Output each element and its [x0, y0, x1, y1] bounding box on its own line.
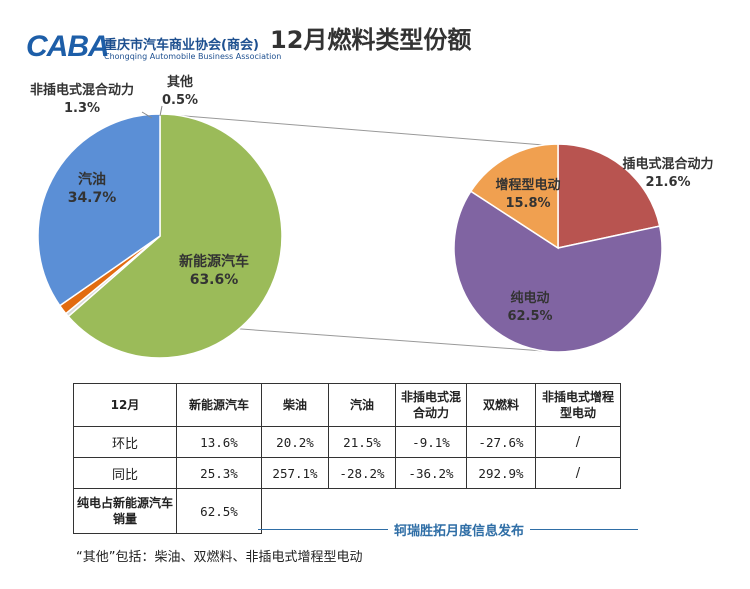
- connector-line-top: [159, 113, 544, 146]
- page-title: 12月燃料类型份额: [270, 26, 472, 54]
- label-erev: 增程型电动: [495, 177, 560, 193]
- publisher-banner: 轲瑞胜拓月度信息发布: [258, 520, 638, 540]
- pie-of-pie-chart: 新能源汽车 63.6% 汽油 34.7% 非插电式混合动力 1.3% 其他 0.5% 插电式混合…: [30, 74, 714, 359]
- breakdown-pie: [453, 143, 663, 353]
- value-non-plugin-hybrid: 1.3%: [64, 101, 100, 116]
- table-header-cell: 非插电式增程型电动: [535, 383, 621, 427]
- label-bev: 纯电动: [510, 290, 549, 306]
- table-cell: 20.2%: [261, 426, 329, 458]
- logo-mark: CABA: [26, 30, 110, 63]
- table-row: 同比 25.3% 257.1% -28.2% -36.2% 292.9% /: [73, 457, 621, 489]
- table-header-cell: 双燃料: [466, 383, 536, 427]
- main-pie-slice-3: [37, 113, 161, 307]
- label-gasoline: 汽油: [78, 171, 106, 188]
- table-header-cell: 非插电式混合动力: [395, 383, 467, 427]
- table-header-cell: 汽油: [328, 383, 396, 427]
- value-nev: 63.6%: [190, 272, 239, 288]
- pie-labels: 新能源汽车 63.6% 汽油 34.7% 非插电式混合动力 1.3% 其他 0.5% 插电式混合…: [30, 74, 714, 324]
- value-other: 0.5%: [162, 93, 198, 108]
- table-cell: -36.2%: [395, 457, 467, 489]
- table-cell: 25.3%: [176, 457, 262, 489]
- main-pie: [37, 113, 283, 359]
- table-cell: -9.1%: [395, 426, 467, 458]
- label-non-plugin-hybrid: 非插电式混合动力: [30, 82, 134, 98]
- table-cell: 同比: [73, 457, 177, 489]
- table-cell: /: [535, 426, 621, 458]
- table-cell: 292.9%: [466, 457, 536, 489]
- label-other: 其他: [167, 74, 193, 90]
- leader-line-non-plugin-hybrid: [141, 111, 153, 119]
- table-cell: 257.1%: [261, 457, 329, 489]
- table-cell: /: [535, 457, 621, 489]
- main-pie-slice-0: [67, 113, 283, 359]
- table-header-cell: 柴油: [261, 383, 329, 427]
- table-cell: 13.6%: [176, 426, 262, 458]
- table-header-row: 12月 新能源汽车 柴油 汽油 非插电式混合动力 双燃料 非插电式增程型电动: [73, 383, 621, 427]
- table-row: 纯电占新能源汽车销量 62.5%: [73, 488, 621, 534]
- share-value-cell: 62.5%: [176, 488, 262, 534]
- caba-logo: CABA 重庆市汽车商业协会(商会) Chongqing Automobile …: [26, 30, 286, 70]
- growth-table: 12月 新能源汽车 柴油 汽油 非插电式混合动力 双燃料 非插电式增程型电动 环…: [73, 383, 621, 534]
- table-header-cell: 新能源汽车: [176, 383, 262, 427]
- label-phev: 插电式混合动力: [622, 156, 713, 172]
- org-name-en: Chongqing Automobile Business Associatio…: [104, 52, 282, 61]
- table-cell: -27.6%: [466, 426, 536, 458]
- org-name-cn: 重庆市汽车商业协会(商会): [104, 38, 259, 53]
- value-bev: 62.5%: [507, 309, 552, 324]
- breakdown-pie-slice-2: [469, 143, 559, 250]
- value-phev: 21.6%: [645, 175, 690, 190]
- value-gasoline: 34.7%: [68, 190, 117, 206]
- table-cell: -28.2%: [328, 457, 396, 489]
- table-cell: 21.5%: [328, 426, 396, 458]
- share-label-cell: 纯电占新能源汽车销量: [73, 488, 177, 534]
- value-erev: 15.8%: [505, 196, 550, 211]
- publisher-text: 轲瑞胜拓月度信息发布: [388, 520, 531, 539]
- footnote: “其他”包括：柴油、双燃料、非插电式增程型电动: [76, 550, 363, 565]
- table-header-cell: 12月: [73, 383, 177, 427]
- label-nev: 新能源汽车: [179, 253, 249, 270]
- breakdown-pie-slice-0: [557, 143, 661, 249]
- leader-line-other: [159, 105, 163, 117]
- breakdown-pie-slice-1: [453, 190, 663, 353]
- table-row: 环比 13.6% 20.2% 21.5% -9.1% -27.6% /: [73, 426, 621, 458]
- table-cell: 环比: [73, 426, 177, 458]
